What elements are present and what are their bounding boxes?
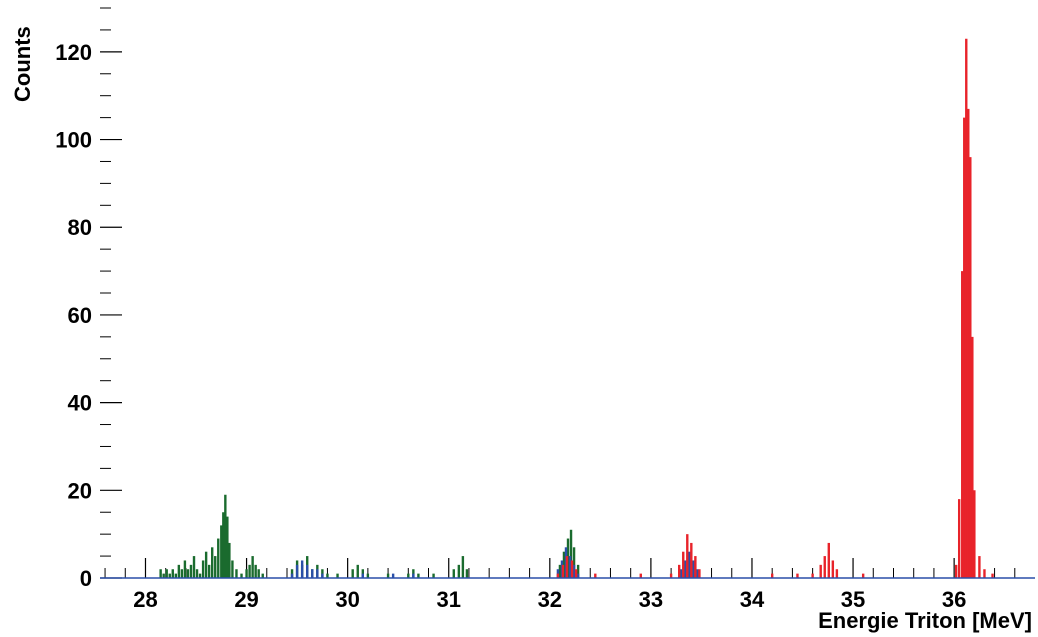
- y-axis-ticks: 0 20 40 60 80 100 120: [55, 7, 122, 591]
- x-tick-label: 29: [234, 587, 258, 612]
- x-axis-title: Energie Triton [MeV]: [818, 608, 1032, 633]
- x-tick-label: 33: [639, 587, 663, 612]
- x-tick-label: 32: [538, 587, 562, 612]
- histogram-bars: [159, 38, 994, 578]
- x-tick-label: 35: [841, 587, 865, 612]
- x-tick-label: 30: [335, 587, 359, 612]
- x-tick-label: 28: [133, 587, 157, 612]
- y-axis-title: Counts: [10, 26, 35, 102]
- x-tick-label: 31: [436, 587, 460, 612]
- y-tick-label: 120: [55, 40, 92, 65]
- y-tick-label: 0: [80, 566, 92, 591]
- x-tick-label: 36: [942, 587, 966, 612]
- y-tick-label: 60: [68, 303, 92, 328]
- y-tick-label: 100: [55, 128, 92, 153]
- x-axis-ticks: 28 29 30 31 32 33 34 35 36: [104, 558, 1016, 612]
- x-tick-label: 34: [740, 587, 765, 612]
- y-tick-label: 40: [68, 391, 92, 416]
- y-tick-label: 20: [68, 478, 92, 503]
- y-tick-label: 80: [68, 215, 92, 240]
